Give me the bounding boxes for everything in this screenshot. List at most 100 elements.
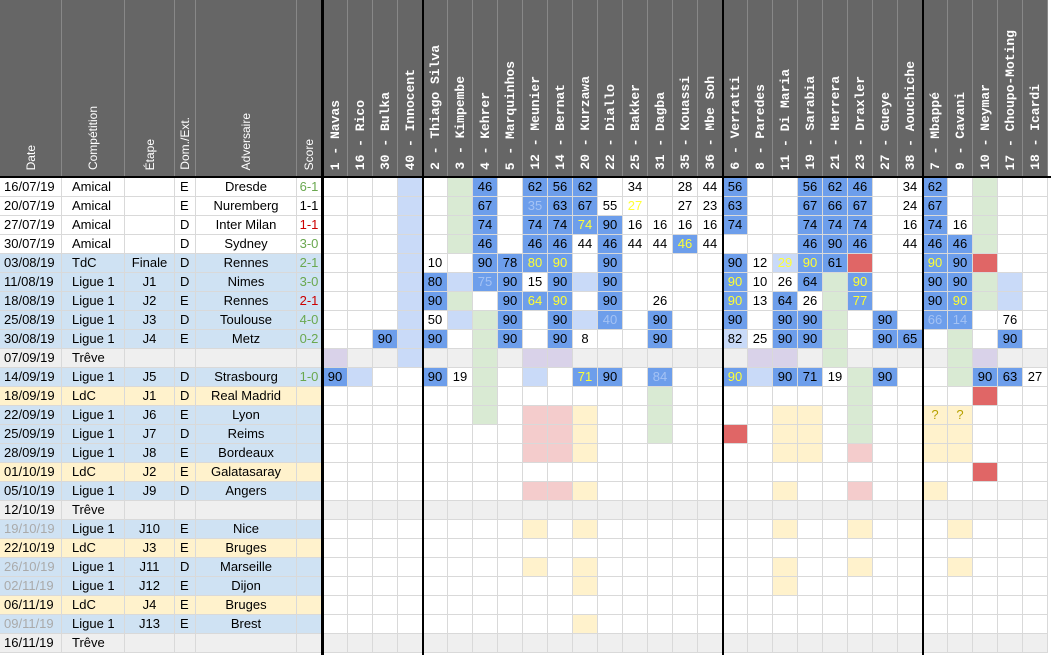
player-cell bbox=[648, 406, 673, 425]
player-label: 30 - Bulka bbox=[377, 91, 393, 170]
date: 25/08/19 bbox=[0, 311, 62, 330]
venue: E bbox=[175, 577, 196, 596]
player-cell: 90 bbox=[723, 292, 748, 311]
player-cell bbox=[648, 520, 673, 539]
player-cell bbox=[848, 520, 873, 539]
player-cell bbox=[773, 539, 798, 558]
player-cell bbox=[548, 634, 573, 653]
player-cell: 64 bbox=[798, 273, 823, 292]
venue bbox=[175, 634, 196, 653]
player-cell bbox=[698, 406, 723, 425]
player-cell bbox=[573, 520, 598, 539]
player-cell bbox=[623, 558, 648, 577]
player-cell bbox=[473, 539, 498, 558]
player-cell bbox=[398, 596, 423, 615]
player-cell bbox=[648, 539, 673, 558]
opponent: Reims bbox=[196, 425, 297, 444]
player-cell bbox=[848, 368, 873, 387]
score: 3-0 bbox=[297, 235, 322, 254]
player-cell bbox=[973, 482, 998, 501]
player-cell bbox=[898, 273, 923, 292]
player-cell bbox=[448, 444, 473, 463]
date: 22/09/19 bbox=[0, 406, 62, 425]
player-cell bbox=[723, 596, 748, 615]
column-header: Étape bbox=[125, 0, 175, 176]
player-cell: 90 bbox=[798, 311, 823, 330]
player-cell bbox=[473, 387, 498, 406]
player-cell bbox=[973, 577, 998, 596]
player-cell bbox=[373, 406, 398, 425]
player-cell bbox=[1023, 539, 1048, 558]
player-cell bbox=[423, 197, 448, 216]
player-cell bbox=[923, 425, 948, 444]
player-label: 35 - Kouassi bbox=[677, 76, 693, 170]
player-cell: 90 bbox=[423, 330, 448, 349]
player-cell bbox=[998, 349, 1023, 368]
player-cell bbox=[873, 292, 898, 311]
player-cell bbox=[923, 349, 948, 368]
player-cell bbox=[948, 577, 973, 596]
competition: Ligue 1 bbox=[62, 330, 125, 349]
player-cell bbox=[748, 425, 773, 444]
player-cell: 16 bbox=[623, 216, 648, 235]
player-cell: ? bbox=[923, 406, 948, 425]
player-cell bbox=[473, 444, 498, 463]
player-cell bbox=[398, 216, 423, 235]
player-cell bbox=[573, 254, 598, 273]
player-cell bbox=[573, 273, 598, 292]
player-cell bbox=[523, 558, 548, 577]
player-cell bbox=[998, 615, 1023, 634]
player-cell bbox=[973, 444, 998, 463]
player-cell bbox=[848, 406, 873, 425]
player-cell: 26 bbox=[773, 273, 798, 292]
player-cell bbox=[773, 596, 798, 615]
player-header: 5 - Marquinhos bbox=[498, 0, 523, 176]
player-cell: 40 bbox=[598, 311, 623, 330]
player-cell: 26 bbox=[798, 292, 823, 311]
player-cell bbox=[1023, 178, 1048, 197]
player-cell bbox=[323, 463, 348, 482]
player-cell: 75 bbox=[473, 273, 498, 292]
player-label: 3 - Kimpembe bbox=[452, 76, 468, 170]
opponent: Rennes bbox=[196, 292, 297, 311]
player-cell bbox=[748, 311, 773, 330]
player-cell bbox=[373, 520, 398, 539]
player-cell bbox=[973, 558, 998, 577]
player-cell bbox=[848, 330, 873, 349]
player-cell bbox=[348, 558, 373, 577]
opponent: Brest bbox=[196, 615, 297, 634]
player-header: 14 - Bernat bbox=[548, 0, 573, 176]
player-cell bbox=[948, 482, 973, 501]
player-label: 10 - Neymar bbox=[977, 84, 993, 170]
player-cell bbox=[473, 520, 498, 539]
player-cell bbox=[323, 425, 348, 444]
player-cell bbox=[523, 596, 548, 615]
player-cell bbox=[598, 577, 623, 596]
player-cell bbox=[1023, 406, 1048, 425]
player-cell bbox=[473, 501, 498, 520]
player-cell bbox=[348, 178, 373, 197]
player-cell bbox=[673, 615, 698, 634]
player-cell bbox=[623, 387, 648, 406]
player-cell: 44 bbox=[648, 235, 673, 254]
date: 25/09/19 bbox=[0, 425, 62, 444]
player-cell bbox=[898, 254, 923, 273]
stage: J2 bbox=[125, 463, 175, 482]
player-cell bbox=[948, 387, 973, 406]
player-cell bbox=[498, 520, 523, 539]
player-cell bbox=[498, 615, 523, 634]
date: 01/10/19 bbox=[0, 463, 62, 482]
player-cell: 67 bbox=[473, 197, 498, 216]
player-cell bbox=[598, 558, 623, 577]
player-header: 7 - Mbappé bbox=[923, 0, 948, 176]
player-cell bbox=[998, 520, 1023, 539]
player-cell: 90 bbox=[498, 273, 523, 292]
player-header: 6 - Verratti bbox=[723, 0, 748, 176]
player-cell bbox=[973, 406, 998, 425]
player-label: 38 - Aouchiche bbox=[902, 60, 918, 170]
player-cell bbox=[398, 273, 423, 292]
player-cell bbox=[573, 634, 598, 653]
score bbox=[297, 444, 322, 463]
player-cell bbox=[648, 463, 673, 482]
player-cell bbox=[423, 596, 448, 615]
